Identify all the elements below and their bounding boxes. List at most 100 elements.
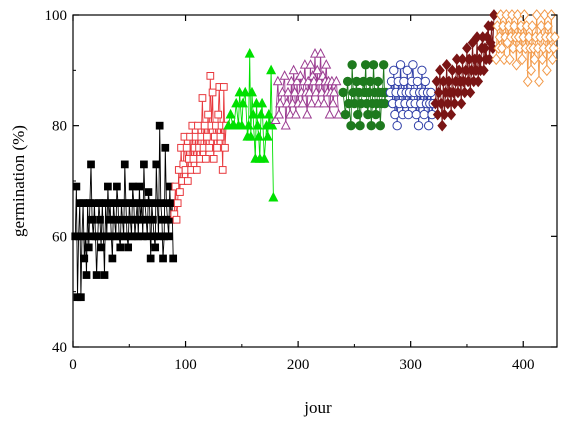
data-point [312, 64, 323, 75]
data-point [366, 120, 376, 131]
series-1 [71, 121, 178, 302]
data-point [116, 243, 125, 252]
data-point [88, 215, 96, 224]
data-point [279, 70, 290, 80]
y-axis-label: germination (%) [9, 125, 28, 237]
x-tick-label: 0 [69, 357, 77, 373]
y-tick-label: 100 [45, 8, 68, 24]
data-point [231, 97, 242, 108]
data-point [547, 53, 558, 66]
series-2 [170, 72, 230, 224]
data-point [80, 254, 89, 263]
data-point [439, 108, 450, 121]
y-tick-label: 60 [52, 229, 67, 245]
data-point [423, 120, 434, 131]
data-point [113, 182, 121, 191]
data-point [290, 108, 301, 119]
y-tick-label: 40 [52, 340, 67, 356]
data-point [408, 60, 418, 70]
data-point [389, 65, 399, 76]
data-point [321, 59, 332, 69]
data-point [124, 243, 133, 252]
data-point [152, 160, 161, 169]
data-point [548, 42, 559, 55]
data-point [219, 83, 228, 91]
data-point [529, 53, 540, 66]
data-point [315, 48, 326, 58]
data-point [531, 9, 542, 21]
data-point [474, 53, 485, 66]
data-point [255, 108, 267, 119]
data-point [97, 243, 105, 252]
data-point [446, 108, 457, 121]
data-point [273, 108, 285, 119]
data-point [289, 86, 300, 97]
data-point [257, 97, 268, 108]
data-point [201, 155, 210, 163]
data-point [209, 155, 218, 163]
data-point [457, 53, 468, 66]
series-6 [385, 60, 438, 131]
data-point [413, 120, 424, 131]
data-point [72, 182, 81, 191]
data-point [189, 155, 198, 163]
data-point [511, 58, 522, 71]
data-point [340, 109, 351, 120]
data-point [526, 64, 536, 77]
data-point [484, 53, 495, 66]
data-point [537, 53, 548, 66]
data-point [304, 86, 315, 97]
data-point [206, 72, 215, 80]
data-point [182, 143, 191, 152]
data-point [221, 143, 229, 152]
data-point [517, 53, 527, 66]
data-point [411, 109, 422, 120]
data-point [128, 182, 137, 191]
data-point [433, 86, 444, 99]
data-point [295, 70, 306, 80]
axes-layer: 0 100 200 300 400 40 60 80 100 [45, 8, 557, 373]
data-point [236, 119, 247, 130]
data-point [87, 160, 95, 169]
data-point [363, 109, 373, 120]
data-point [262, 131, 273, 141]
data-point [213, 143, 221, 152]
data-point [534, 75, 544, 88]
series-3 [223, 48, 279, 202]
data-point [375, 120, 385, 131]
data-point [462, 42, 472, 55]
data-point [417, 65, 427, 76]
data-point [543, 20, 553, 32]
series-7 [430, 9, 499, 132]
data-point [169, 254, 178, 263]
data-point [110, 215, 119, 224]
data-point [77, 293, 85, 302]
data-point [491, 53, 502, 66]
data-point [240, 86, 251, 97]
data-point [306, 97, 317, 108]
data-point [100, 271, 109, 279]
data-point [214, 110, 223, 119]
data-point [161, 143, 170, 152]
data-point [380, 98, 390, 109]
data-point [149, 215, 157, 224]
data-point [200, 121, 209, 130]
data-point [432, 108, 443, 121]
data-point [467, 36, 478, 49]
data-point [331, 75, 342, 86]
x-tick-label: 400 [512, 357, 535, 373]
data-point [436, 97, 446, 110]
data-point [302, 108, 313, 119]
data-point [82, 271, 91, 279]
data-point [135, 182, 144, 191]
data-point [146, 254, 155, 263]
data-point [120, 160, 129, 169]
data-point [512, 9, 523, 21]
x-tick-label: 100 [174, 357, 197, 373]
data-point [489, 9, 499, 21]
data-point [435, 64, 445, 77]
data-point [347, 60, 357, 70]
data-point [360, 60, 371, 70]
data-point [402, 65, 412, 76]
data-point [291, 75, 303, 86]
